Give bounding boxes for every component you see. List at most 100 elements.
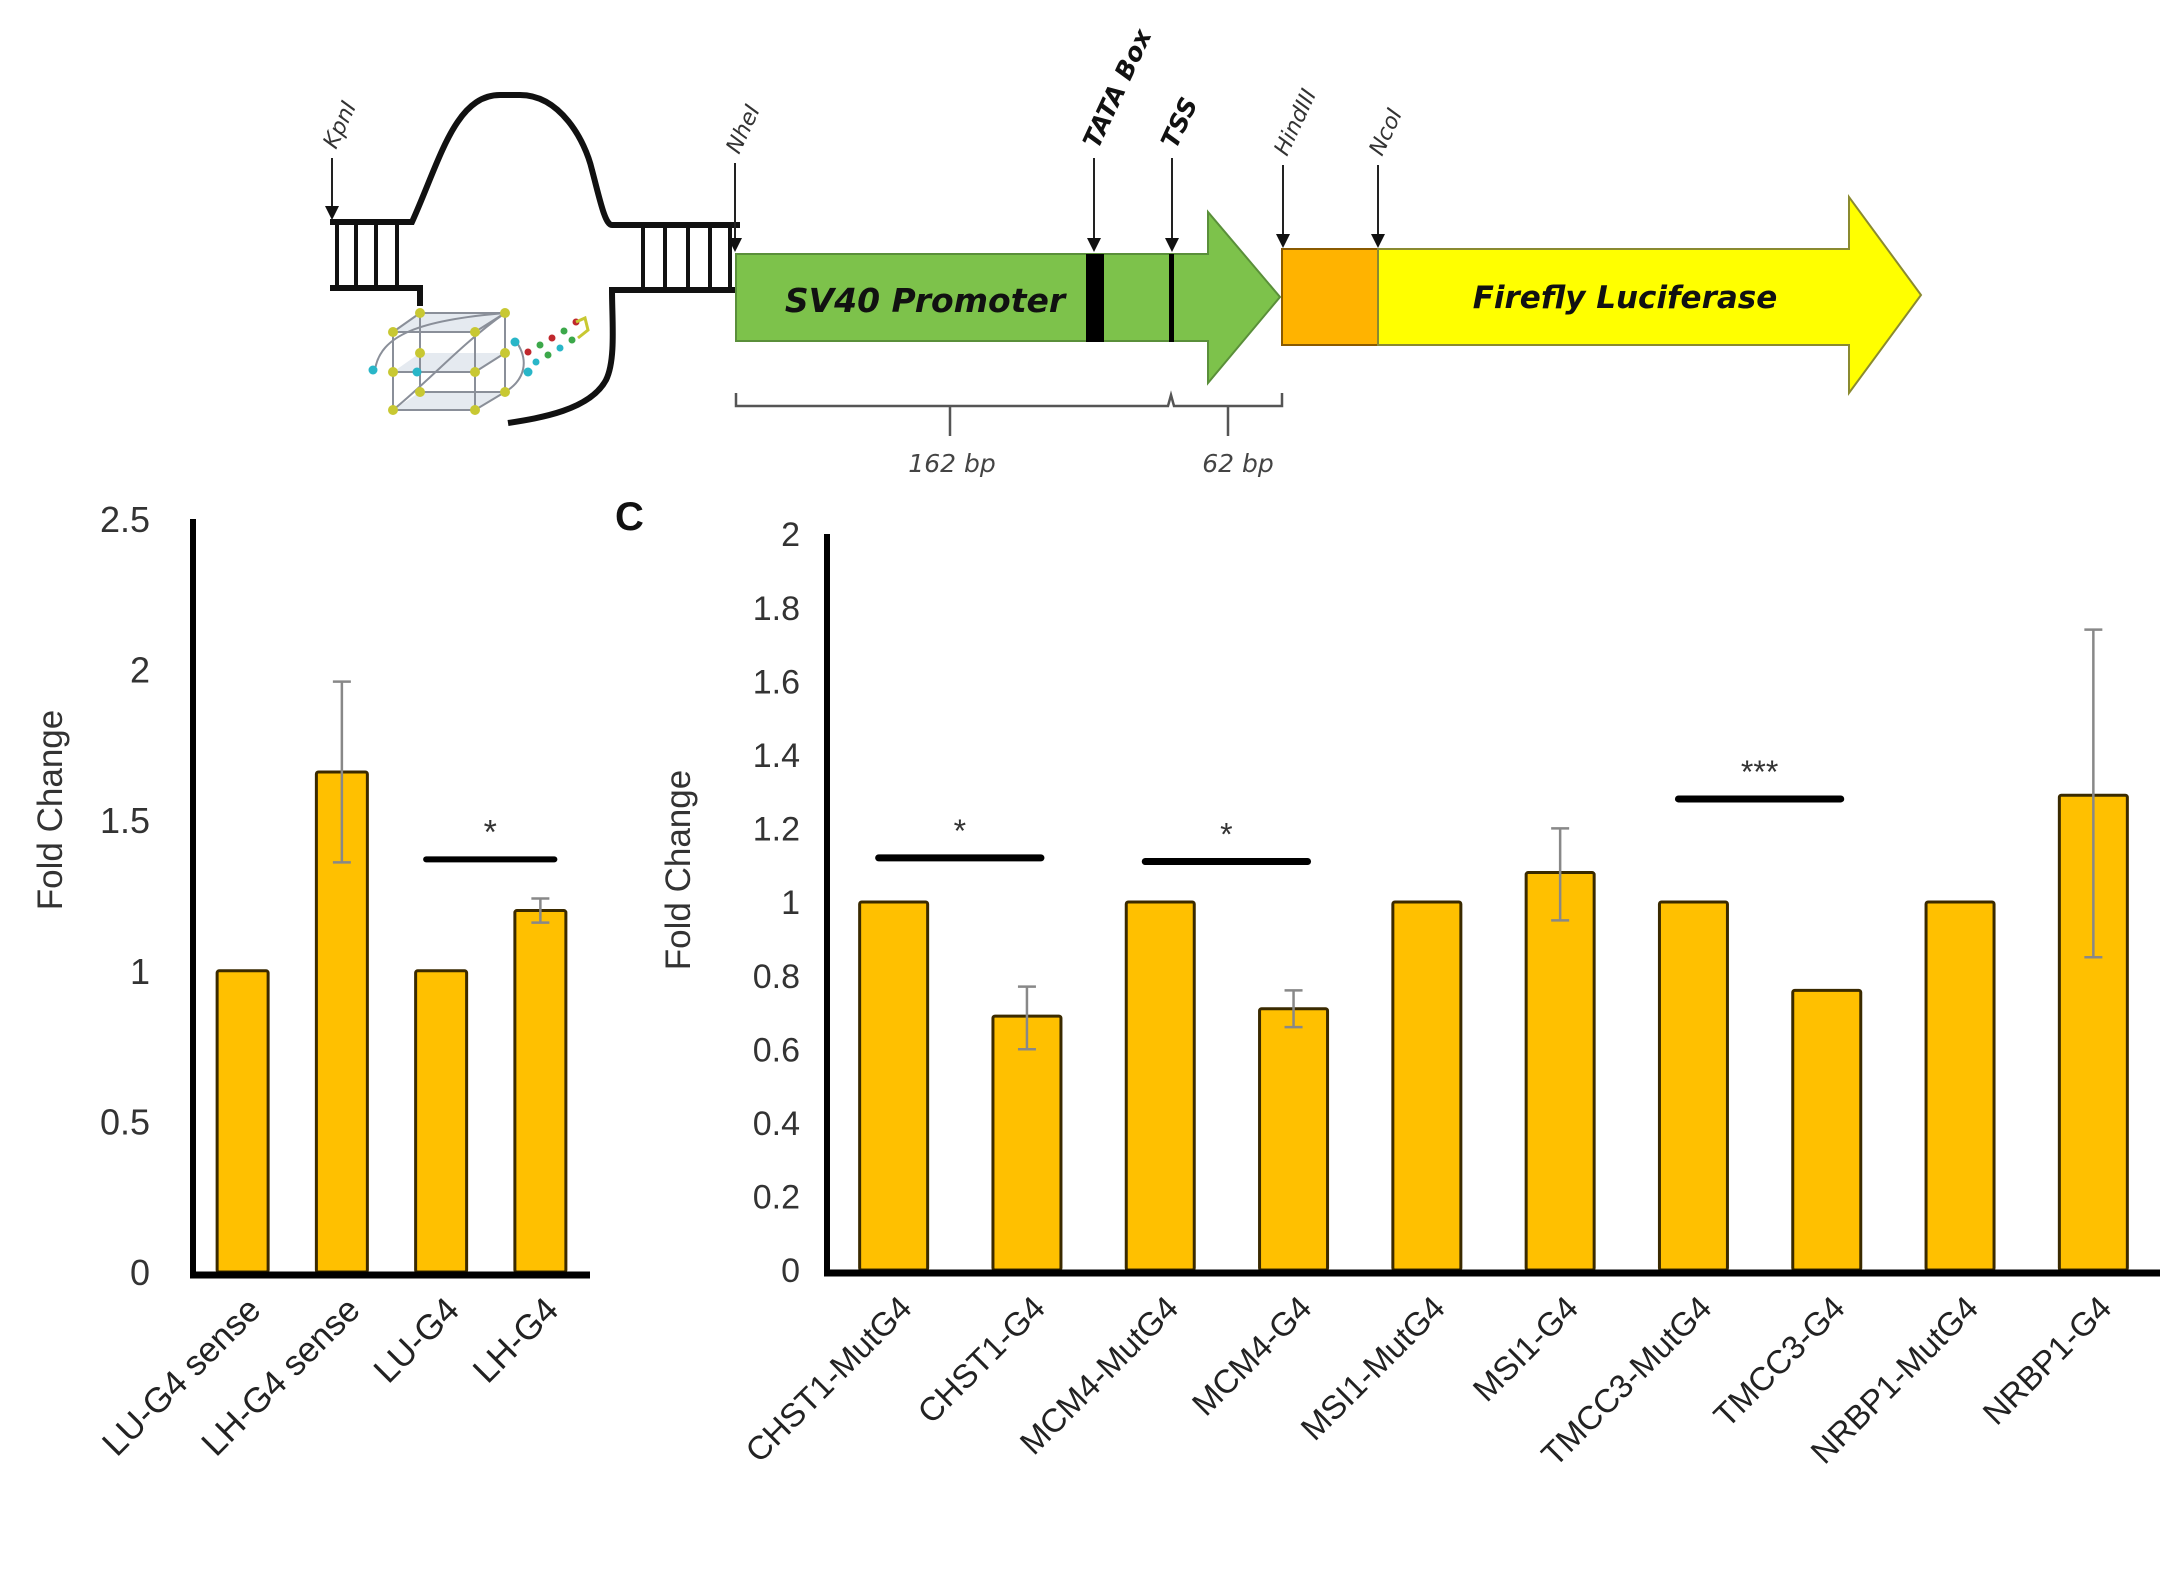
x-tick-label: LH-G4 <box>466 1290 566 1390</box>
g4-guanine-node <box>415 387 425 397</box>
y-tick-label: 1.8 <box>753 590 800 628</box>
error-bar <box>1284 989 1303 1029</box>
bar-tmcc3-g4 <box>1791 988 1863 1272</box>
g4-guanine-node <box>388 405 398 415</box>
top-strand <box>330 92 740 228</box>
significance-marker: *** <box>1741 754 1778 790</box>
firefly-luciferase-arrow <box>1377 193 1923 397</box>
bar-lu-g4 <box>414 969 469 1274</box>
bar-chst1-g4 <box>991 1014 1063 1272</box>
y-tick-label: 2 <box>781 516 800 554</box>
bar-mcm4-mutg4 <box>1124 900 1196 1272</box>
segment-label-162bp: 162 bp <box>908 449 995 478</box>
error-bar <box>1551 827 1570 922</box>
g4-hairpin-node <box>568 336 576 344</box>
site-label-hindiii: HindIII <box>1270 86 1322 160</box>
g4-loop-node <box>412 367 422 377</box>
arrow-down-icon <box>1276 234 1290 248</box>
g4-loop <box>504 339 525 393</box>
significance-marker: * <box>484 813 497 851</box>
bar-msi1-mutg4 <box>1391 900 1463 1272</box>
y-axis-title: Fold Change <box>31 710 70 910</box>
significance-marker: * <box>954 813 966 849</box>
site-label-ncoi: NcoI <box>1365 105 1408 160</box>
x-tick-label: TMCC3-G4 <box>1706 1289 1851 1434</box>
bottom-strand-right <box>507 287 740 426</box>
g4-hairpin-node <box>548 334 556 342</box>
y-tick-label: 1.2 <box>753 811 800 849</box>
bar-msi1-g4 <box>1524 871 1596 1272</box>
arrow-down-icon <box>1371 234 1385 248</box>
bar-lh-g4 <box>513 909 568 1274</box>
x-tick-label: CHST1-G4 <box>910 1289 1052 1431</box>
g4-guanine-node <box>388 367 398 377</box>
base-pairs-left <box>335 222 399 288</box>
y-tick-label: 0.4 <box>753 1105 800 1143</box>
y-tick-label: 1.5 <box>100 800 150 841</box>
bar-tmcc3-mutg4 <box>1657 900 1729 1272</box>
g4-guanine-node <box>388 327 398 337</box>
site-marker-tata: TATA Box <box>1077 24 1158 252</box>
g4-edge <box>474 391 506 411</box>
y-tick-label: 2.5 <box>100 499 150 540</box>
g4-edge <box>474 352 506 373</box>
x-tick-label: NRBP1-G4 <box>1975 1289 2118 1432</box>
g4-guanine-node <box>415 308 425 318</box>
g4-hairpin-node <box>536 341 544 349</box>
promoter-label: SV40 Promoter <box>785 281 1067 320</box>
g4-guanine-node <box>500 387 510 397</box>
error-bar <box>332 680 351 864</box>
g4-hairpin-node <box>532 358 540 366</box>
g-quadruplex-icon <box>368 308 590 415</box>
panel-letter: C <box>615 495 644 539</box>
bar-chst1-mutg4 <box>858 900 930 1272</box>
y-tick-label: 1 <box>130 951 150 992</box>
g4-loop-node <box>368 365 378 375</box>
site-label-nhei: NheI <box>722 101 766 157</box>
bar-lu-g4-sense <box>215 969 270 1274</box>
x-tick-label: MSI1-MutG4 <box>1293 1289 1451 1447</box>
tata-box-mark <box>1086 254 1104 342</box>
y-tick-label: 0 <box>781 1252 800 1290</box>
y-axis-title: Fold Change <box>659 770 698 970</box>
y-tick-label: 0.8 <box>753 958 800 996</box>
y-tick-label: 1.6 <box>753 663 800 701</box>
y-tick-label: 0.2 <box>753 1179 800 1217</box>
tss-mark <box>1169 254 1174 342</box>
g4-edge <box>392 312 421 333</box>
chart-panel-c: C Fold Change 0 0.2 0.4 0.6 0.8 1 1.2 1.4 1.6 1.8 2 C… <box>615 495 2160 1473</box>
y-tick-label: 0.5 <box>100 1101 150 1142</box>
g4-guanine-node <box>415 348 425 358</box>
luciferase-label: Firefly Luciferase <box>1473 280 1778 316</box>
base-pairs-right <box>641 225 732 290</box>
g4-guanine-node <box>470 327 480 337</box>
significance-marker: * <box>1220 817 1232 853</box>
g4-hairpin-node <box>560 327 568 335</box>
g4-guanine-node <box>470 367 480 377</box>
g4-guanine-node <box>500 348 510 358</box>
y-tick-label: 1.4 <box>753 737 800 775</box>
y-tick-label: 0.6 <box>753 1031 800 1069</box>
error-bar <box>531 897 550 924</box>
site-marker-hindiii: HindIII <box>1270 86 1322 248</box>
x-tick-label: MSI1-G4 <box>1466 1289 1586 1409</box>
bar-nrbp1-mutg4 <box>1924 900 1996 1272</box>
site-marker-ncoi: NcoI <box>1365 105 1408 248</box>
site-label-tata: TATA Box <box>1077 24 1158 153</box>
site-marker-tss: TSS <box>1155 93 1203 252</box>
error-bar <box>1017 985 1036 1051</box>
arrow-down-icon <box>728 238 742 252</box>
x-tick-label: MCM4-G4 <box>1185 1289 1319 1423</box>
y-tick-label: 1 <box>781 884 800 922</box>
arrow-down-icon <box>325 206 339 220</box>
y-tick-label: 2 <box>130 650 150 691</box>
g4-loop <box>392 312 506 411</box>
spacer-region <box>1281 248 1379 346</box>
y-tick-label: 0 <box>130 1252 150 1293</box>
site-marker-kpni: KpnI <box>319 98 362 220</box>
sv40-promoter-arrow <box>735 209 1282 386</box>
g4-loop-node <box>523 367 533 377</box>
site-label-kpni: KpnI <box>319 98 362 153</box>
